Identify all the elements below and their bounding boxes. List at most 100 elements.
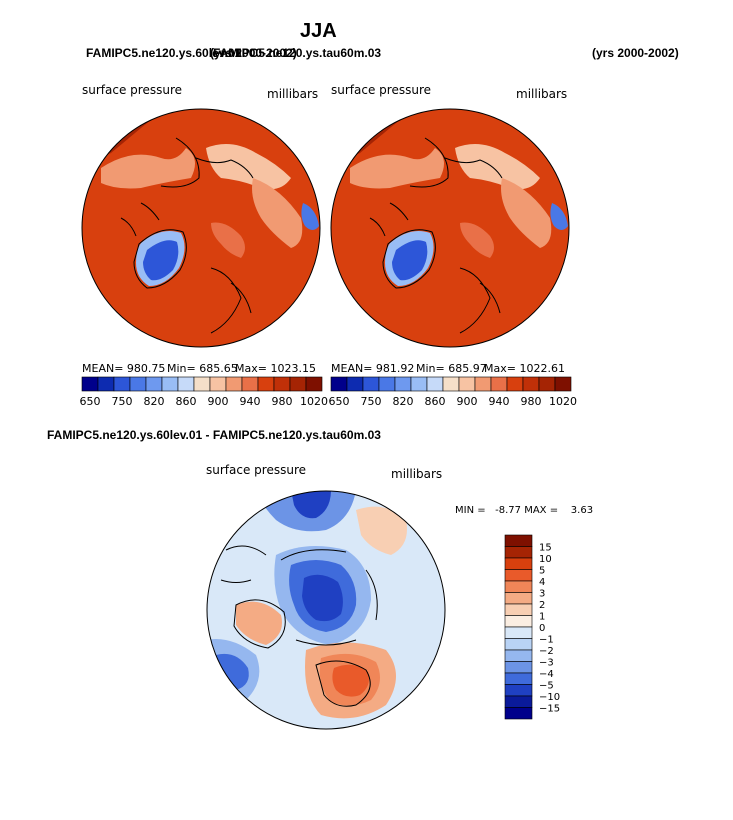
panel3-map xyxy=(206,490,446,730)
colorbar-tick-label: 650 xyxy=(80,395,101,408)
asia-highland-patch xyxy=(252,178,303,248)
panel2-min: Min= 685.97 xyxy=(416,362,487,375)
colorbar-swatch xyxy=(504,569,533,582)
rocky-mountains-patch xyxy=(211,222,245,258)
colorbar-tick-label: −5 xyxy=(539,681,554,692)
colorbar-swatch xyxy=(129,376,147,392)
colorbar-swatch xyxy=(209,376,227,392)
coastline-north-america xyxy=(459,267,501,334)
colorbar-swatch xyxy=(241,376,259,392)
colorbar-swatch xyxy=(410,376,428,392)
greenland-inner xyxy=(143,240,179,281)
colorbar-swatch xyxy=(474,376,492,392)
colorbar-tick-label: 1020 xyxy=(300,395,328,408)
eurasia-light-patch xyxy=(455,144,540,190)
colorbar-tick-label: 2 xyxy=(539,600,545,611)
colorbar-swatch xyxy=(257,376,275,392)
season-title: JJA xyxy=(300,20,337,42)
asia-highland-patch xyxy=(501,178,552,248)
colorbar-swatch xyxy=(289,376,307,392)
colorbar-swatch xyxy=(346,376,364,392)
top-right-years: (yrs 2000-2002) xyxy=(592,46,679,60)
colorbar-tick-label: −15 xyxy=(539,704,560,715)
plateau-blue-patch xyxy=(550,203,568,230)
colorbar-tick-label: 980 xyxy=(521,395,542,408)
south-high-core xyxy=(332,664,369,697)
colorbar-swatch xyxy=(506,376,524,392)
panel1-units-label: millibars xyxy=(267,87,319,101)
coastline-europe xyxy=(369,202,409,237)
colorbar-tick-label: 10 xyxy=(539,554,552,565)
colorbar-swatch xyxy=(504,546,533,559)
colorbar-tick-label: 860 xyxy=(425,395,446,408)
colorbar-swatch xyxy=(504,557,533,570)
colorbar-swatch xyxy=(504,534,533,547)
colorbar-tick-label: 15 xyxy=(539,543,552,554)
arctic-low-core xyxy=(302,574,343,622)
coastline-greenland xyxy=(133,229,187,289)
colorbar-swatch xyxy=(273,376,291,392)
colorbar-swatch xyxy=(97,376,115,392)
colorbar-tick-label: 980 xyxy=(272,395,293,408)
colorbar-tick-label: −1 xyxy=(539,635,554,646)
north-low-core xyxy=(291,491,331,519)
colorbar-tick-label: 820 xyxy=(393,395,414,408)
colorbar-swatch xyxy=(504,695,533,708)
colorbar-tick-label: 820 xyxy=(144,395,165,408)
colorbar-tick-label: 860 xyxy=(176,395,197,408)
colorbar-tick-label: 750 xyxy=(112,395,133,408)
panel2-colorbar: 650 750 820 860 900 940 980 1020 xyxy=(329,376,577,408)
panel1-min: Min= 685.65 xyxy=(167,362,238,375)
rocky-mountains-patch xyxy=(460,222,494,258)
top-left-case-title: FAMIPC5.ne120.ys.60lev.01 xyxy=(86,46,242,60)
top-right-case-title: FAMIPC5.ne120.ys.tau60m.03 xyxy=(213,46,382,60)
colorbar-tick-label: 4 xyxy=(539,577,545,588)
difference-title: FAMIPC5.ne120.ys.60lev.01 - FAMIPC5.ne12… xyxy=(47,428,381,442)
coastline-greenland xyxy=(233,599,286,649)
coastline-south xyxy=(315,660,371,707)
coastline-greenland xyxy=(382,229,436,289)
panel1-max: Max= 1023.15 xyxy=(235,362,316,375)
colorbar-tick-label: 3 xyxy=(539,589,545,600)
panel2-mean: MEAN= 981.92 xyxy=(331,362,415,375)
colorbar-swatch xyxy=(504,615,533,628)
colorbar-swatch xyxy=(81,376,99,392)
colorbar-swatch xyxy=(504,580,533,593)
coastline-eurasia xyxy=(160,137,254,188)
panel1-map xyxy=(81,108,321,348)
coastline-arctic xyxy=(280,549,378,646)
colorbar-swatch xyxy=(330,376,348,392)
colorbar-tick-label: −2 xyxy=(539,646,554,657)
coastline-north-america xyxy=(210,267,252,334)
colorbar-tick-label: −3 xyxy=(539,658,554,669)
panel1-mean: MEAN= 980.75 xyxy=(82,362,166,375)
colorbar-swatch xyxy=(177,376,195,392)
colorbar-swatch xyxy=(504,649,533,662)
colorbar-swatch xyxy=(145,376,163,392)
colorbar-swatch xyxy=(504,592,533,605)
colorbar-swatch xyxy=(554,376,572,392)
northeast-high-patch xyxy=(356,506,407,555)
colorbar-swatch xyxy=(504,672,533,685)
colorbar-tick-label: 1020 xyxy=(549,395,577,408)
siberian-land-band xyxy=(101,148,195,189)
panel2-map xyxy=(330,108,570,348)
panel2-units-label: millibars xyxy=(516,87,568,101)
colorbar-tick-label: 0 xyxy=(539,623,545,634)
colorbar-swatch xyxy=(378,376,396,392)
siberian-land-band xyxy=(350,148,444,189)
plateau-blue-patch xyxy=(301,203,319,230)
colorbar-swatch xyxy=(442,376,460,392)
colorbar-tick-label: 940 xyxy=(489,395,510,408)
eurasia-light-patch xyxy=(206,144,291,190)
colorbar-swatch xyxy=(161,376,179,392)
colorbar-tick-label: −10 xyxy=(539,692,560,703)
colorbar-swatch xyxy=(426,376,444,392)
panel1-variable-label: surface pressure xyxy=(82,83,182,97)
panel3-units-label: millibars xyxy=(391,467,443,481)
colorbar-swatch xyxy=(225,376,243,392)
colorbar-swatch xyxy=(538,376,556,392)
colorbar-swatch xyxy=(504,603,533,616)
colorbar-tick-label: −4 xyxy=(539,669,554,680)
